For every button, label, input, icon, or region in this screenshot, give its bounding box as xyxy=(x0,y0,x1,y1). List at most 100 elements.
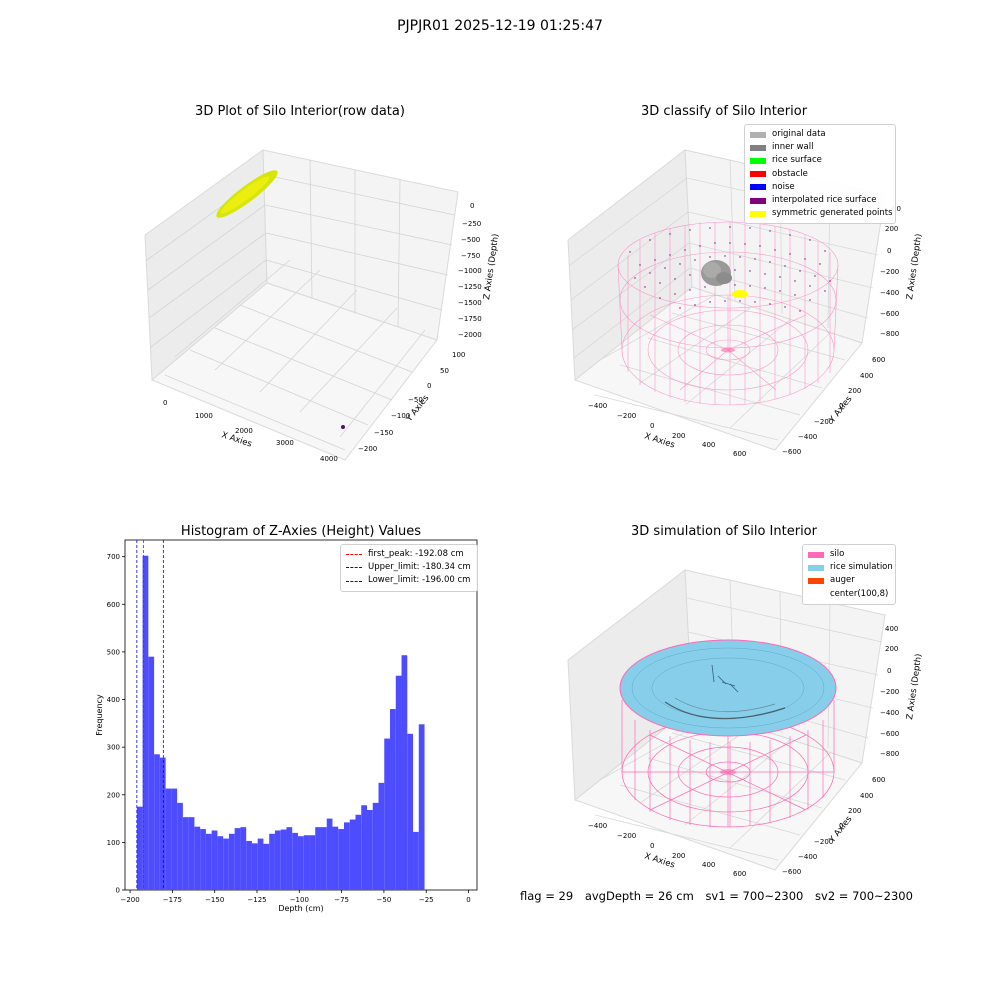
hist-ytick-label: 300 xyxy=(107,744,120,752)
raw-plot-title: 3D Plot of Silo Interior(row data) xyxy=(195,104,405,119)
classify-ztick-2: −200 xyxy=(880,268,899,276)
classify-legend: original data inner wall rice surface ob… xyxy=(744,124,896,225)
hist-bar xyxy=(211,830,218,890)
legend-swatch xyxy=(750,184,766,191)
raw-ztick-5: −1250 xyxy=(458,283,482,291)
hist-bar xyxy=(390,709,396,890)
sim-ytick-6: −600 xyxy=(782,868,801,876)
hist-bar xyxy=(355,814,362,890)
hist-bar xyxy=(274,830,281,890)
hist-vlines xyxy=(136,540,164,890)
hist-xticks: −200 −175 −150 −125 −100 −75 −50 −25 0 xyxy=(120,890,471,904)
sim-ytick-2: 200 xyxy=(848,807,861,815)
legend-swatch xyxy=(750,171,766,178)
raw-xtick-3: 3000 xyxy=(276,439,294,447)
hist-bar xyxy=(205,833,212,890)
classify-ytick-5: −400 xyxy=(798,433,817,441)
hist-bar xyxy=(407,733,414,890)
classify-center-marker xyxy=(721,347,735,353)
legend-label: symmetric generated points xyxy=(772,208,893,219)
hist-bar xyxy=(401,655,408,890)
legend-line xyxy=(346,567,362,569)
legend-label: inner wall xyxy=(772,142,814,153)
hist-xtick-label: 0 xyxy=(466,896,470,904)
hist-ytick-label: 700 xyxy=(107,553,120,561)
raw-ytick-5: −150 xyxy=(374,429,393,437)
classify-xtick-5: 600 xyxy=(733,450,746,458)
classify-zlabel: Z Axies (Depth) xyxy=(905,233,924,300)
sim-plot-title: 3D simulation of Silo Interior xyxy=(631,524,817,539)
legend-label: silo xyxy=(830,549,845,559)
sim-ytick-4: −200 xyxy=(814,838,833,846)
sim-ztick-1: 200 xyxy=(885,645,898,653)
raw-ztick-6: −1500 xyxy=(458,299,482,307)
raw-ytick-2: 0 xyxy=(427,382,431,390)
classify-ztick-4: −600 xyxy=(880,310,899,318)
classify-interpolated-surface xyxy=(629,226,831,312)
hist-xtick-label: −125 xyxy=(247,896,266,904)
legend-label: rice simulation xyxy=(830,562,893,573)
sim-ztick-4: −400 xyxy=(880,709,899,717)
legend-swatch xyxy=(750,210,766,217)
hist-bar xyxy=(361,805,367,890)
hist-bar xyxy=(378,782,385,890)
hist-bar xyxy=(309,835,316,890)
hist-bar xyxy=(200,829,206,890)
sim-rice-surface xyxy=(619,639,837,737)
sim-xtick-1: −200 xyxy=(617,832,636,840)
legend-swatch xyxy=(750,197,766,204)
classify-inner-wall-cluster xyxy=(701,260,732,286)
hist-bar xyxy=(228,833,235,890)
legend-label: center(100,8) xyxy=(830,588,889,599)
raw-xtick-1: 1000 xyxy=(195,412,213,420)
legend-label: original data xyxy=(772,129,826,139)
hist-bar xyxy=(292,832,298,890)
classify-ytick-6: −600 xyxy=(782,448,801,456)
classify-ytick-0: 600 xyxy=(872,356,885,364)
sim-xtick-3: 200 xyxy=(672,852,685,860)
hist-bar xyxy=(240,827,247,890)
classify-ztick-0: 200 xyxy=(885,225,898,233)
hist-ytick-label: 100 xyxy=(107,839,120,847)
hist-legend-item: Upper_limit: -180.34 cm xyxy=(346,561,472,574)
raw-ztick-2: −500 xyxy=(461,236,480,244)
sim-ytick-5: −400 xyxy=(798,853,817,861)
classify-ztick-3: −400 xyxy=(880,289,899,297)
hist-bars xyxy=(136,555,425,890)
legend-swatch xyxy=(750,158,766,164)
hist-xtick-label: −175 xyxy=(163,896,182,904)
hist-bar xyxy=(418,724,425,890)
classify-xtick-2: 0 xyxy=(650,422,654,430)
raw-3d-box xyxy=(144,149,459,461)
classify-legend-item: rice surface xyxy=(750,154,890,167)
status-line: flag = 29 avgDepth = 26 cm sv1 = 700~230… xyxy=(520,889,921,903)
legend-label: interpolated rice surface xyxy=(772,195,877,206)
sim-ztick-3: −200 xyxy=(880,688,899,696)
raw-ytick-0: 100 xyxy=(452,351,465,359)
hist-bar xyxy=(372,802,379,890)
hist-xlabel: Depth (cm) xyxy=(278,904,323,913)
hist-bar xyxy=(171,788,178,890)
classify-ztick-1: 0 xyxy=(887,247,891,255)
hist-xtick-label: −25 xyxy=(419,896,434,904)
status-flag: flag = 29 xyxy=(520,889,574,903)
classify-ytick-1: 400 xyxy=(860,372,873,380)
hist-bar xyxy=(142,555,149,890)
classify-legend-item: symmetric generated points xyxy=(750,207,893,220)
hist-bar xyxy=(182,817,189,890)
classify-ytick-4: −200 xyxy=(814,418,833,426)
sim-legend: silo rice simulation auger center(100,8) xyxy=(802,544,896,605)
hist-bar xyxy=(154,754,160,890)
hist-legend: first_peak: -192.08 cm Upper_limit: -180… xyxy=(340,544,478,592)
hist-xtick-label: −200 xyxy=(120,896,139,904)
legend-swatch xyxy=(750,131,766,138)
legend-label: first_peak: -192.08 cm xyxy=(368,549,464,559)
sim-xtick-5: 600 xyxy=(733,870,746,878)
hist-bar xyxy=(367,810,373,890)
hist-legend-item: first_peak: -192.08 cm xyxy=(346,548,472,561)
hist-bar xyxy=(148,656,155,890)
classify-legend-item: interpolated rice surface xyxy=(750,194,890,207)
sim-ytick-0: 600 xyxy=(872,776,885,784)
sim-legend-item: auger xyxy=(808,574,890,587)
sim-ztick-0: 400 xyxy=(885,625,898,633)
